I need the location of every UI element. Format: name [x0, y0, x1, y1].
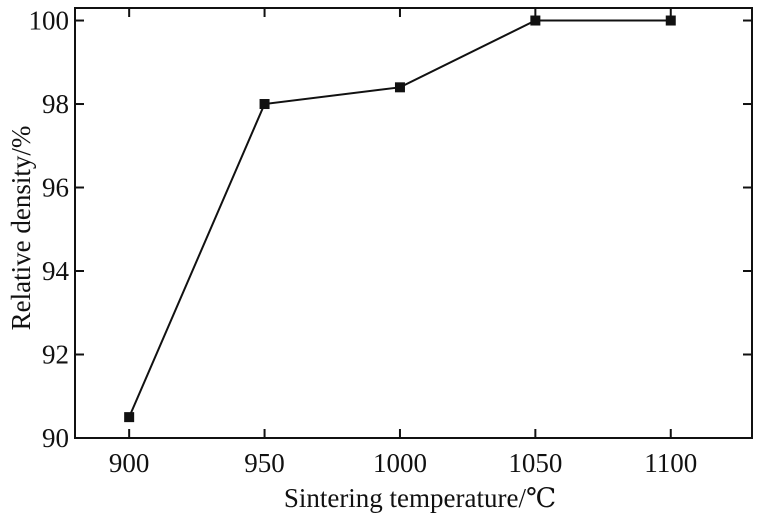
plot-frame	[74, 7, 753, 439]
data-point	[259, 99, 270, 110]
ticks-group: 900 950 1000 1050 1100 90 92 94 96 98 100	[29, 6, 752, 478]
data-point	[124, 412, 135, 423]
x-tick-label: 900	[109, 448, 150, 478]
data-point	[394, 82, 405, 93]
y-tick-label: 90	[42, 423, 69, 453]
x-tick-label: 1100	[644, 448, 697, 478]
series-group	[124, 15, 676, 423]
y-tick-label: 100	[29, 6, 70, 36]
x-tick-label: 1050	[508, 448, 562, 478]
y-axis-title: Relative density/%	[6, 126, 36, 331]
data-point	[530, 15, 541, 26]
y-tick-label: 96	[42, 173, 69, 203]
data-point	[665, 15, 676, 26]
series-line	[128, 19, 671, 418]
y-tick-label: 92	[42, 340, 69, 370]
y-tick-label: 98	[42, 89, 69, 119]
x-axis-title: Sintering temperature/℃	[284, 483, 556, 513]
x-tick-label: 950	[244, 448, 285, 478]
plot-frame-group	[74, 7, 753, 439]
x-tick-label: 1000	[373, 448, 427, 478]
y-tick-label: 94	[42, 256, 70, 286]
